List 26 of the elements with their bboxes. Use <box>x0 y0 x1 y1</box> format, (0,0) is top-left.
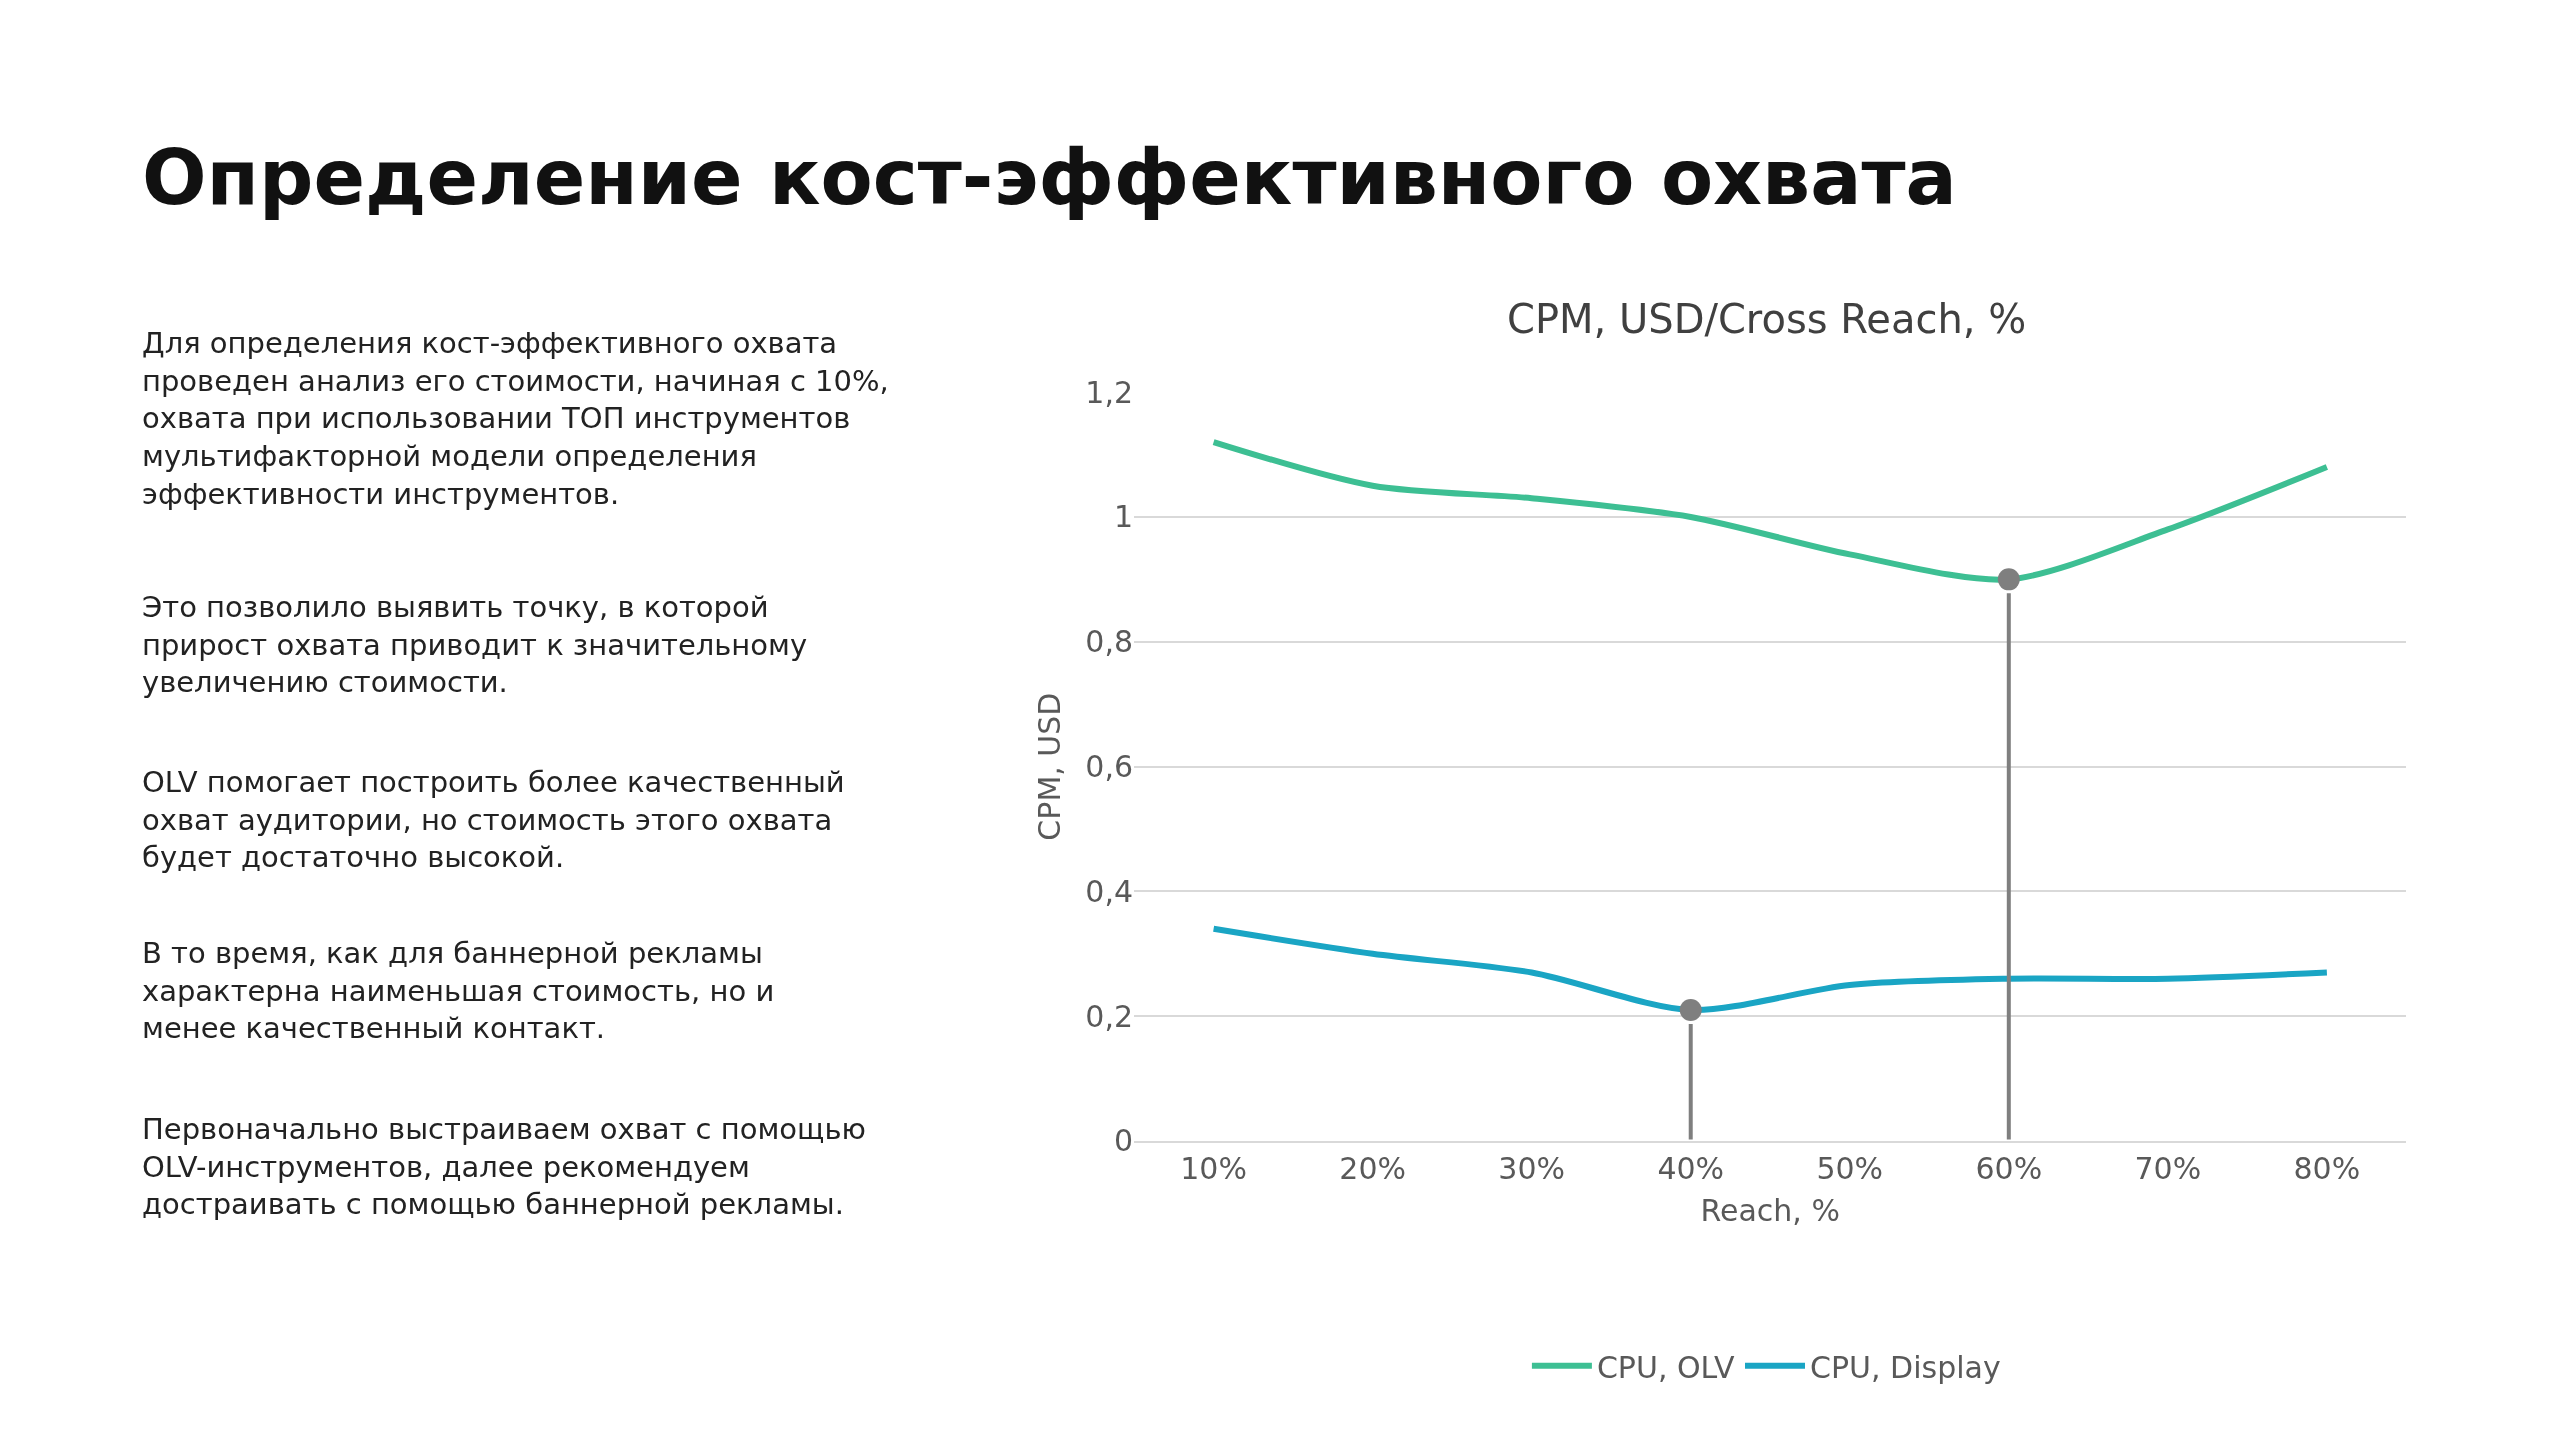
x-axis-title: Reach, % <box>1700 1193 1840 1228</box>
chart-subtitle: CPM, USD/Cross Reach, % <box>1507 296 2027 342</box>
y-tick-label: 0,2 <box>1085 998 1134 1034</box>
legend-label: CPU, Display <box>1810 1349 2001 1385</box>
x-tick-label: 60% <box>1975 1151 2043 1186</box>
x-tick-label: 30% <box>1498 1151 1566 1186</box>
legend-label: CPU, OLV <box>1596 1349 1735 1385</box>
y-tick-label: 1,2 <box>1085 374 1134 410</box>
y-tick-label: 0 <box>1113 1123 1134 1159</box>
x-tick-label: 10% <box>1180 1151 1247 1186</box>
x-tick-label: 80% <box>2293 1151 2361 1186</box>
x-tick-label: 20% <box>1339 1151 1406 1186</box>
y-tick-label: 0,4 <box>1085 873 1134 909</box>
text: Это позволило выявить точку, в которой прирост охвата приводит к значительному увеличению стоимости. <box>142 590 808 700</box>
text: Для определения кост-эффективного охвата проведен анализ его стоимости, начиная с 10%, охвата при использовании ТОП инструментов мультифакторной модели определения эффективности инструментов. <box>142 326 889 511</box>
y-tick-label: 1 <box>1113 499 1134 535</box>
x-tick-label: 50% <box>1816 1151 1884 1186</box>
text: В то время, как для баннерной рекламы характерна наименьшая стоимость, но и менее качественный контакт. <box>142 936 775 1046</box>
y-tick-label: 0,8 <box>1085 624 1134 660</box>
x-tick-label: 40% <box>1657 1151 1725 1186</box>
y-axis-title: CPM, USD <box>1032 692 1068 841</box>
x-tick-label: 70% <box>2134 1151 2202 1186</box>
text: Первоначально выстраиваем охват с помощью OLV-инструментов, далее рекомендуем достраивать с помощью баннерной рекламы. <box>142 1112 866 1222</box>
text: OLV помогает построить более качественный охват аудитории, но стоимость этого охвата будет достаточно высокой. <box>142 765 845 875</box>
y-tick-label: 0,6 <box>1085 749 1134 785</box>
chart-title: Определение кост-эффективного охвата <box>142 133 1957 222</box>
